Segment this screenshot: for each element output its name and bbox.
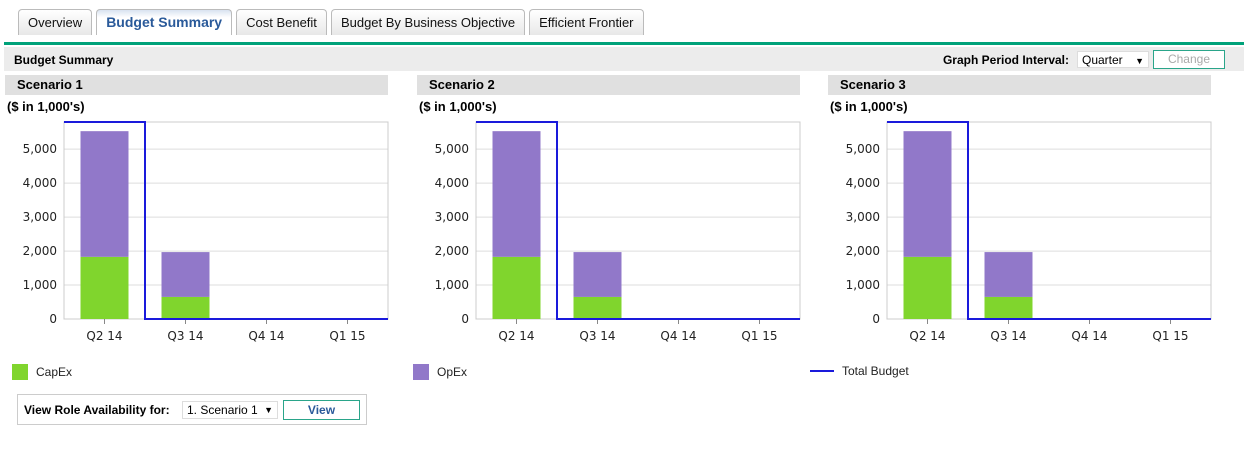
unit-label: ($ in 1,000's) <box>830 99 908 114</box>
x-tick-label: Q2 14 <box>498 329 534 343</box>
chevron-down-icon: ▼ <box>264 405 273 415</box>
total-budget-line <box>64 121 388 320</box>
scenario-title: Scenario 1 <box>5 75 388 95</box>
capex-bar <box>80 256 129 319</box>
scenario-3-panel: Scenario 3 ($ in 1,000's) <box>828 75 1211 114</box>
scenario-1-panel: Scenario 1 ($ in 1,000's) <box>5 75 388 114</box>
y-tick-label: 1,000 <box>23 278 57 292</box>
chart-scenario-1: 0 1,000 2,000 3,000 4,000 5,000 Q2 14 Q3 14 Q4 1… <box>23 121 389 343</box>
interval-label: Graph Period Interval: <box>942 53 1069 67</box>
y-tick-label: 1,000 <box>435 278 469 292</box>
y-tick-label: 2,000 <box>846 244 880 258</box>
total-line-swatch <box>810 370 834 372</box>
tab-overview[interactable]: Overview <box>18 9 93 35</box>
y-tick-label: 1,000 <box>846 278 880 292</box>
section-header: Budget Summary Graph Period Interval: <box>4 47 1244 71</box>
scenario-title: Scenario 3 <box>828 75 1211 95</box>
total-budget-line <box>476 121 800 320</box>
y-tick-label: 4,000 <box>435 176 469 190</box>
capex-bar <box>984 296 1033 319</box>
y-tick-label: 3,000 <box>846 210 880 224</box>
tab-cost-benefit[interactable]: Cost Benefit <box>236 9 327 35</box>
interval-select[interactable]: Quarter ▼ <box>1077 51 1149 68</box>
x-tick-label: Q4 14 <box>248 329 284 343</box>
x-tick-label: Q3 14 <box>167 329 203 343</box>
view-role-label: View Role Availability for: <box>24 403 170 417</box>
opex-bar <box>80 131 129 257</box>
y-tick-label: 4,000 <box>846 176 880 190</box>
x-tick-label: Q4 14 <box>1071 329 1107 343</box>
legend-capex: CapEx <box>12 364 72 380</box>
chart-scenario-3: 0 1,000 2,000 3,000 4,000 5,000 Q2 14 Q3 14 Q4 1… <box>846 121 1212 343</box>
x-tick-label: Q2 14 <box>86 329 122 343</box>
opex-bar <box>573 252 622 297</box>
x-tick-label: Q4 14 <box>660 329 696 343</box>
tab-budget-summary[interactable]: Budget Summary <box>96 9 233 35</box>
opex-bar <box>903 131 952 257</box>
y-tick-label: 3,000 <box>435 210 469 224</box>
opex-swatch <box>413 364 429 380</box>
legend-label: CapEx <box>36 365 73 379</box>
view-role-panel: View Role Availability for: 1. Scenario … <box>17 394 367 425</box>
capex-swatch <box>12 364 28 380</box>
x-tick-label: Q1 15 <box>1152 329 1188 343</box>
tab-efficient-frontier[interactable]: Efficient Frontier <box>529 9 644 35</box>
y-tick-label: 2,000 <box>23 244 57 258</box>
change-button[interactable]: Change <box>1153 50 1225 69</box>
y-tick-label: 2,000 <box>435 244 469 258</box>
tab-budget-by-business-objective[interactable]: Budget By Business Objective <box>330 9 526 35</box>
y-tick-label: 5,000 <box>23 142 57 156</box>
y-tick-label: 0 <box>461 312 469 326</box>
total-budget-line <box>887 121 1211 320</box>
capex-bar <box>492 256 541 319</box>
y-tick-label: 3,000 <box>23 210 57 224</box>
y-tick-label: 5,000 <box>435 142 469 156</box>
y-tick-label: 4,000 <box>23 176 57 190</box>
x-tick-label: Q1 15 <box>329 329 365 343</box>
x-tick-label: Q2 14 <box>909 329 945 343</box>
scenario-2-panel: Scenario 2 ($ in 1,000's) <box>417 75 800 114</box>
accent-divider <box>4 42 1244 45</box>
opex-bar <box>161 252 210 297</box>
legend-label: OpEx <box>437 365 468 379</box>
view-button[interactable]: View <box>283 400 360 420</box>
x-tick-label: Q3 14 <box>990 329 1026 343</box>
unit-label: ($ in 1,000's) <box>419 99 497 114</box>
x-tick-label: Q1 15 <box>741 329 777 343</box>
scenario-title: Scenario 2 <box>417 75 800 95</box>
legend-label: Total Budget <box>842 364 909 378</box>
scenario-select-value: 1. Scenario 1 <box>187 403 258 417</box>
section-title: Budget Summary <box>14 53 114 67</box>
interval-value: Quarter <box>1082 53 1123 67</box>
y-tick-label: 0 <box>49 312 57 326</box>
opex-bar <box>492 131 541 257</box>
scenario-select[interactable]: 1. Scenario 1 ▼ <box>182 401 278 419</box>
x-tick-label: Q3 14 <box>579 329 615 343</box>
unit-label: ($ in 1,000's) <box>7 99 85 114</box>
capex-bar <box>161 296 210 319</box>
chevron-down-icon: ▼ <box>1135 56 1144 66</box>
y-tick-label: 5,000 <box>846 142 880 156</box>
y-tick-label: 0 <box>872 312 880 326</box>
opex-bar <box>984 252 1033 297</box>
legend-total: Total Budget <box>810 364 909 378</box>
tab-bar: Overview Budget Summary Cost Benefit Bud… <box>18 9 644 35</box>
chart-scenario-2: 0 1,000 2,000 3,000 4,000 5,000 Q2 14 Q3 14 Q4 1… <box>435 121 801 343</box>
capex-bar <box>573 296 622 319</box>
legend-opex: OpEx <box>413 364 467 380</box>
capex-bar <box>903 256 952 319</box>
